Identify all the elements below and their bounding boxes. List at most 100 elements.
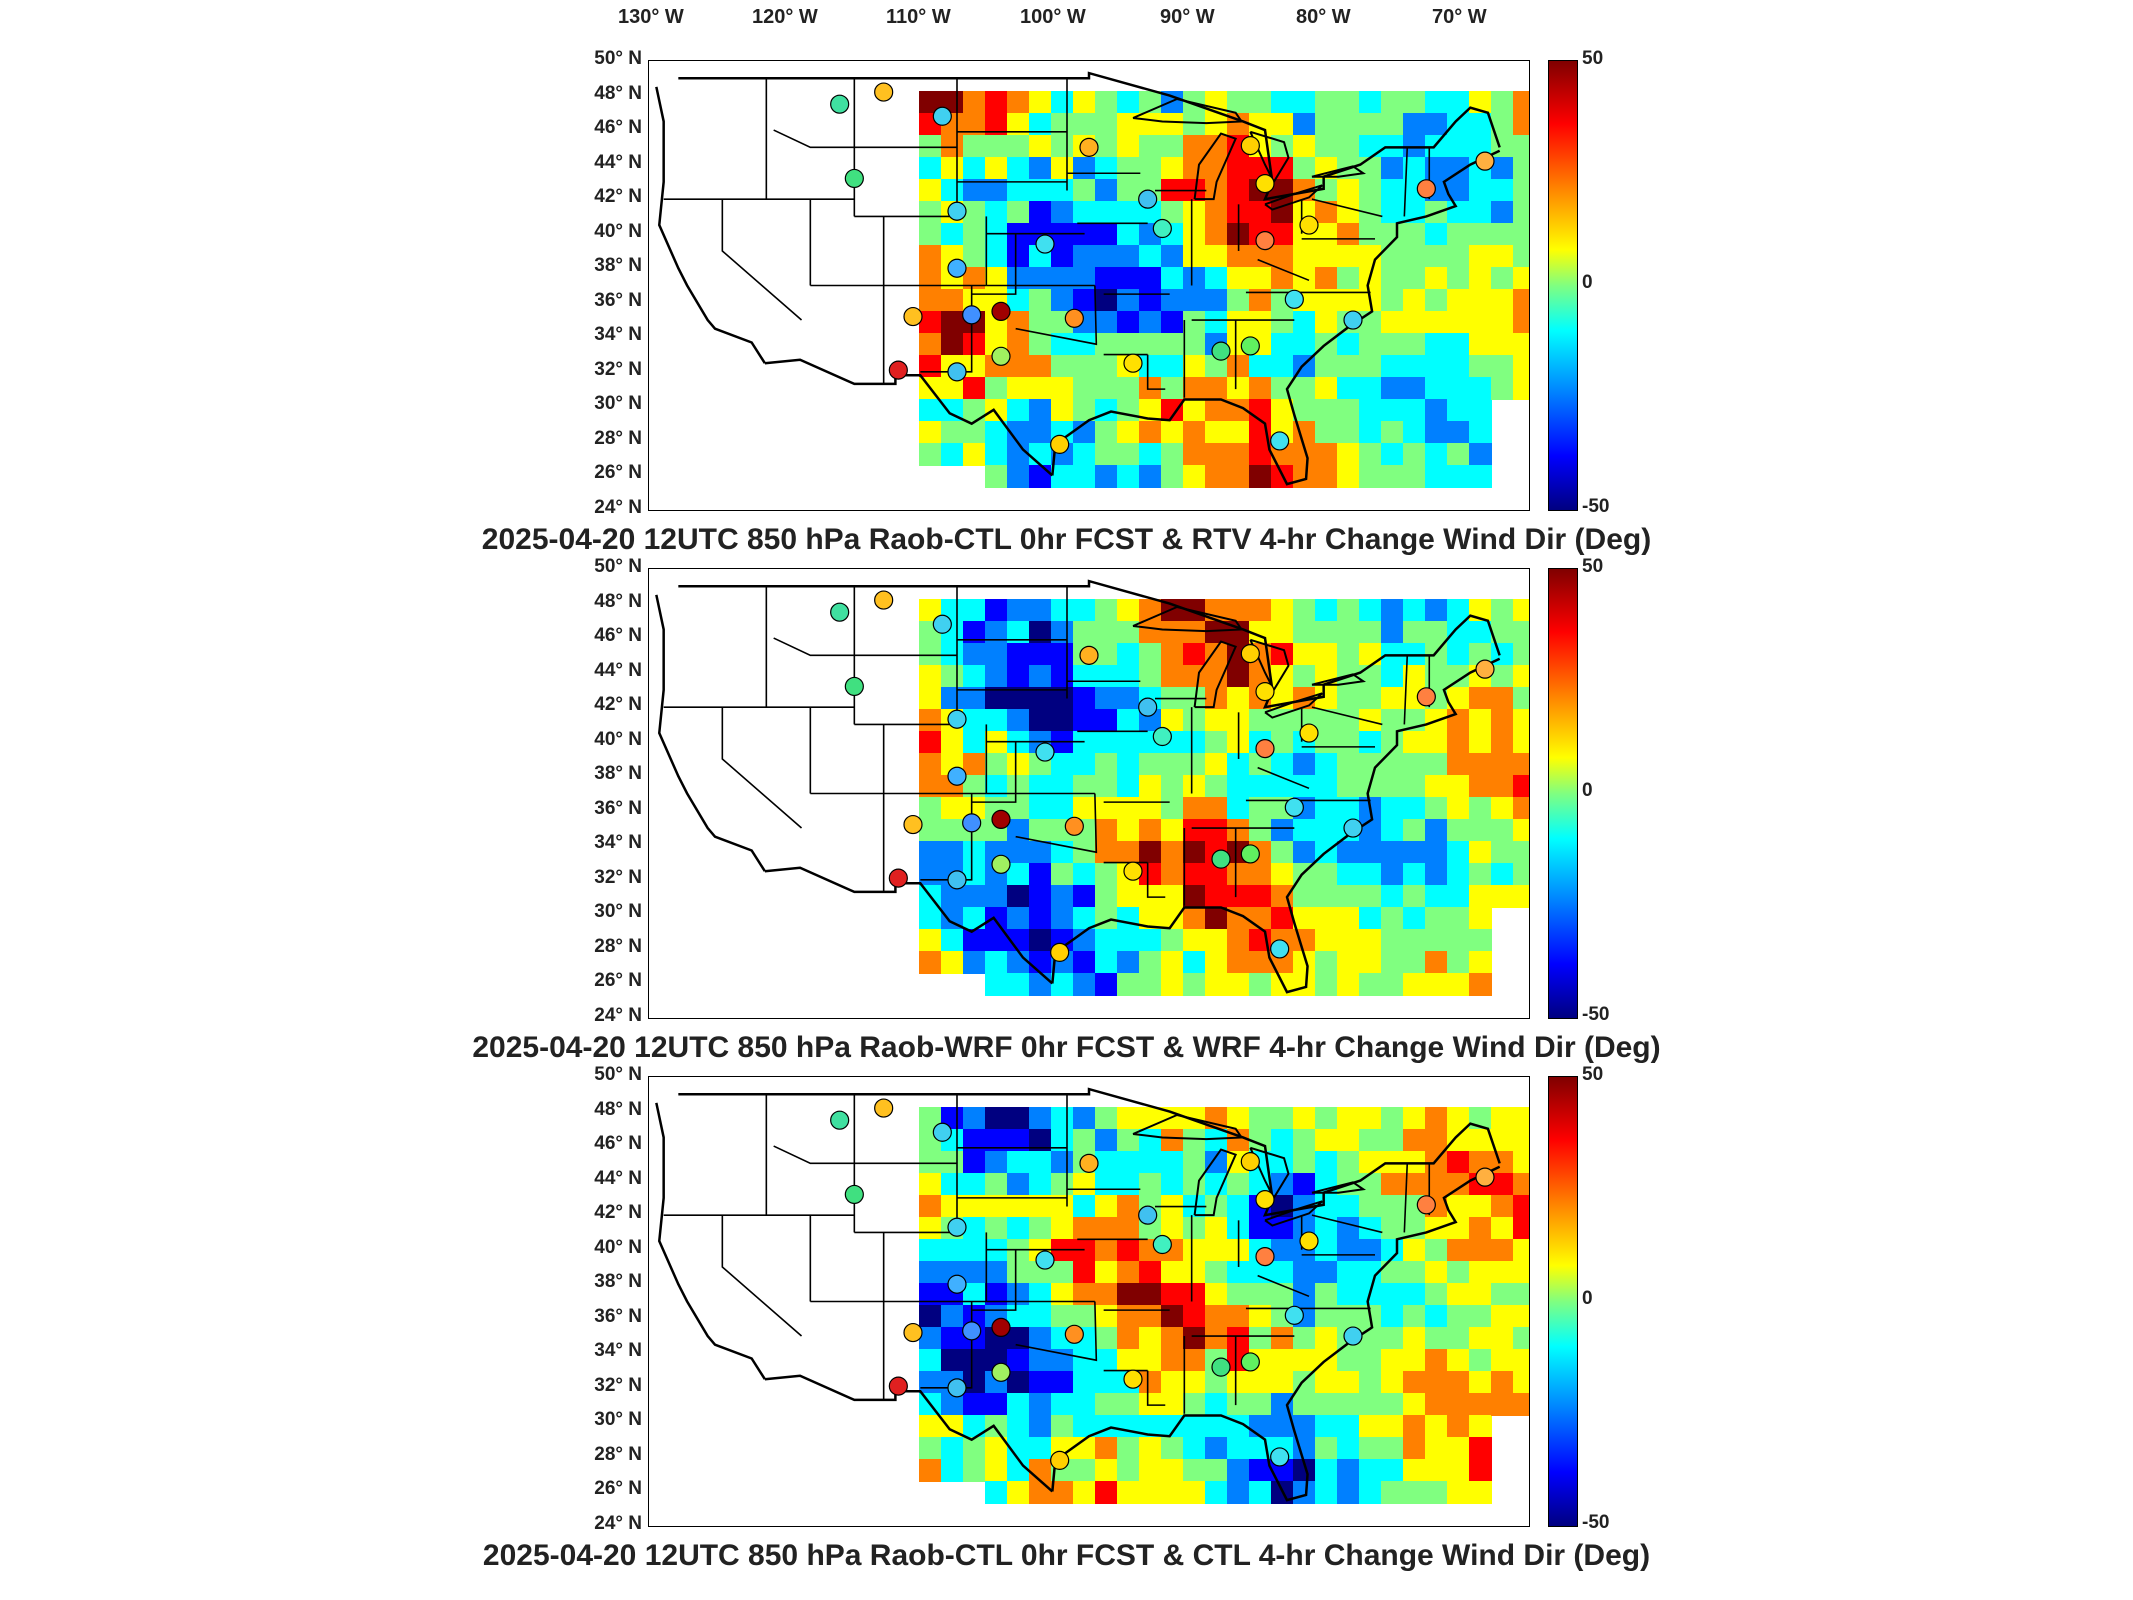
lat-label: 50° N bbox=[594, 556, 642, 577]
colorbar-tick-max: 50 bbox=[1582, 556, 1604, 577]
raob-station-marker bbox=[844, 168, 864, 189]
geographic-boundaries bbox=[655, 71, 1501, 486]
raob-station-marker bbox=[1240, 644, 1260, 664]
lat-label: 40° N bbox=[594, 220, 642, 242]
geographic-boundaries bbox=[655, 579, 1501, 994]
lat-label: 34° N bbox=[594, 324, 642, 346]
raob-station-marker bbox=[1138, 189, 1158, 209]
lat-label: 26° N bbox=[594, 462, 642, 484]
lat-label: 36° N bbox=[594, 289, 642, 311]
raob-station-marker bbox=[903, 306, 923, 327]
raob-station-marker bbox=[1064, 1324, 1084, 1344]
raob-station-marker bbox=[1416, 1195, 1436, 1215]
raob-station-marker bbox=[932, 1122, 952, 1142]
lat-label: 36° N bbox=[594, 1305, 642, 1327]
raob-station-marker bbox=[888, 868, 908, 888]
lon-label-70w: 70° W bbox=[1432, 6, 1487, 28]
raob-station-marker bbox=[1475, 1167, 1495, 1187]
map-plot-area bbox=[648, 568, 1530, 1019]
lat-label: 42° N bbox=[594, 694, 642, 716]
raob-station-marker bbox=[1211, 341, 1231, 361]
raob-station-marker bbox=[888, 1376, 908, 1396]
raob-station-marker bbox=[1152, 726, 1172, 747]
raob-station-marker bbox=[1475, 151, 1495, 171]
raob-station-marker bbox=[1211, 1357, 1231, 1377]
raob-station-marker bbox=[1284, 1305, 1304, 1325]
wind-direction-change-field bbox=[919, 1107, 1529, 1504]
colorbar bbox=[1548, 60, 1578, 511]
raob-station-marker bbox=[1343, 1326, 1363, 1346]
raob-station-marker bbox=[947, 1274, 967, 1294]
raob-station-marker bbox=[1299, 1231, 1319, 1251]
raob-station-marker bbox=[1211, 849, 1231, 869]
colorbar-tick-mid: 0 bbox=[1582, 272, 1593, 293]
colorbar-tick-min: -50 bbox=[1582, 1512, 1610, 1533]
raob-station-marker bbox=[1064, 308, 1084, 328]
raob-station-marker bbox=[1064, 816, 1084, 836]
raob-station-marker bbox=[932, 106, 952, 126]
raob-station-marker bbox=[947, 1217, 967, 1237]
raob-station-marker bbox=[1123, 1369, 1143, 1389]
raob-station-marker bbox=[888, 360, 908, 380]
raob-station-marker bbox=[962, 813, 982, 833]
raob-station-marker bbox=[991, 1317, 1011, 1338]
lat-label: 36° N bbox=[594, 797, 642, 819]
raob-station-marker bbox=[830, 1110, 850, 1130]
lat-label: 26° N bbox=[594, 970, 642, 992]
colorbar-tick-mid: 0 bbox=[1582, 780, 1593, 801]
raob-station-marker bbox=[1255, 231, 1275, 251]
raob-station-marker bbox=[1240, 136, 1260, 156]
raob-station-marker bbox=[1035, 1250, 1055, 1270]
raob-station-marker bbox=[1270, 431, 1290, 451]
raob-station-marker bbox=[1343, 818, 1363, 838]
raob-station-marker bbox=[1284, 797, 1304, 817]
colorbar-tick-max: 50 bbox=[1582, 48, 1604, 69]
raob-station-marker bbox=[1138, 697, 1158, 717]
panel-title: 2025-04-20 12UTC 850 hPa Raob-CTL 0hr FC… bbox=[481, 523, 1652, 556]
lat-label: 44° N bbox=[594, 151, 642, 173]
lat-label: 28° N bbox=[594, 1443, 642, 1465]
lat-label: 30° N bbox=[594, 901, 642, 923]
raob-station-marker bbox=[991, 346, 1011, 366]
raob-station-marker bbox=[1255, 1247, 1275, 1267]
raob-station-marker bbox=[1284, 289, 1304, 309]
lat-label: 26° N bbox=[594, 1478, 642, 1500]
lat-label: 38° N bbox=[594, 763, 642, 785]
panel-title: 2025-04-20 12UTC 850 hPa Raob-WRF 0hr FC… bbox=[472, 1031, 1661, 1064]
raob-station-marker bbox=[991, 854, 1011, 874]
raob-station-marker bbox=[1270, 1447, 1290, 1467]
lat-label: 50° N bbox=[594, 48, 642, 69]
lat-label: 28° N bbox=[594, 427, 642, 449]
raob-station-marker bbox=[1123, 353, 1143, 373]
lat-label: 48° N bbox=[594, 590, 642, 612]
lon-label-100w: 100° W bbox=[1020, 6, 1086, 28]
lat-label: 44° N bbox=[594, 659, 642, 681]
colorbar bbox=[1548, 1076, 1578, 1527]
raob-station-marker bbox=[932, 614, 952, 634]
colorbar bbox=[1548, 568, 1578, 1019]
raob-station-marker bbox=[1240, 844, 1260, 864]
map-svg bbox=[655, 71, 1529, 488]
raob-station-marker bbox=[991, 1362, 1011, 1382]
raob-station-marker bbox=[844, 1184, 864, 1205]
colorbar-tick-min: -50 bbox=[1582, 496, 1610, 517]
lat-label: 30° N bbox=[594, 393, 642, 415]
raob-station-marker bbox=[947, 201, 967, 221]
lat-label: 40° N bbox=[594, 728, 642, 750]
map-plot-area bbox=[648, 1076, 1530, 1527]
lat-label: 42° N bbox=[594, 186, 642, 208]
raob-station-marker bbox=[830, 94, 850, 114]
wind-direction-change-field bbox=[919, 91, 1529, 488]
lat-label: 38° N bbox=[594, 1271, 642, 1293]
colorbar-tick-mid: 0 bbox=[1582, 1288, 1593, 1309]
raob-station-marker bbox=[1079, 137, 1099, 157]
raob-station-marker bbox=[1050, 1450, 1070, 1470]
lat-label: 32° N bbox=[594, 358, 642, 380]
raob-station-marker bbox=[1079, 645, 1099, 665]
lat-label: 24° N bbox=[594, 1513, 642, 1534]
raob-station-marker bbox=[1050, 434, 1070, 454]
lon-label-120w: 120° W bbox=[752, 6, 818, 28]
raob-station-marker bbox=[1475, 659, 1495, 679]
raob-station-marker bbox=[947, 766, 967, 786]
raob-station-marker bbox=[1299, 215, 1319, 235]
